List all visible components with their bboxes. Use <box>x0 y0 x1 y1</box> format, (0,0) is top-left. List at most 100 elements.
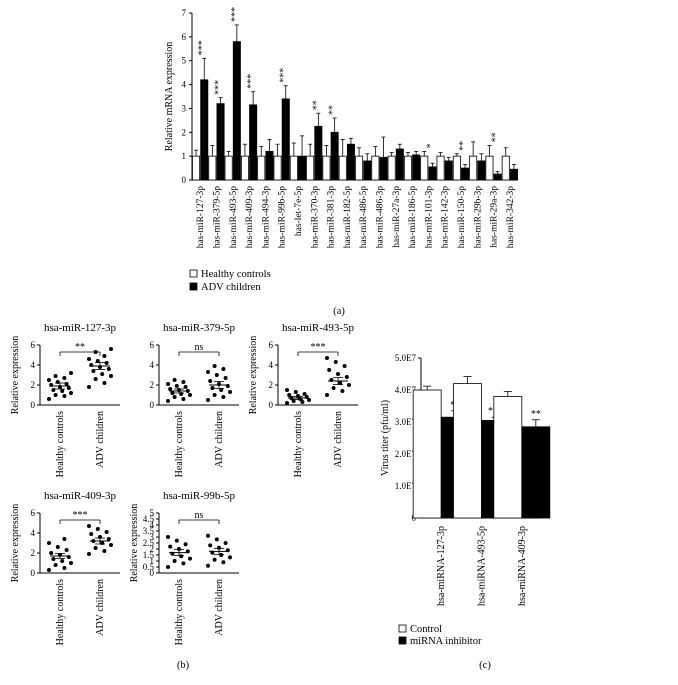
a-category-label: has-miR-342-3p <box>506 186 516 249</box>
c-bar-control <box>493 395 523 519</box>
b-data-point <box>177 547 181 551</box>
b-data-point <box>179 554 184 559</box>
c-legend-swatch-inhibitor <box>398 636 407 645</box>
b-data-point <box>181 397 186 401</box>
b-data-point <box>109 374 113 378</box>
b-group-label: ADV children <box>95 579 106 636</box>
a-bar-healthy <box>436 155 445 181</box>
b-y-tick-label: 2 <box>269 380 274 390</box>
b-group-label: Healthy controls <box>293 411 304 477</box>
b-y-tick-label: 0 <box>31 400 36 410</box>
a-significance-label: *** <box>246 74 257 89</box>
a-bar-adv <box>444 160 453 181</box>
b-data-point <box>95 359 100 363</box>
b-data-point <box>91 369 96 373</box>
c-y-axis-label: Virus titer (pfu/ml) <box>380 400 391 476</box>
b-data-point <box>87 552 91 556</box>
b-data-point <box>208 379 213 383</box>
c-bar-control <box>412 389 442 519</box>
a-significance-label: *** <box>197 40 208 55</box>
b-data-point <box>327 368 332 372</box>
a-bar-adv <box>249 104 258 181</box>
b-data-point <box>100 372 105 376</box>
c-significance-label: ** <box>531 409 541 420</box>
b-data-point <box>214 537 219 542</box>
c-y-tick-label: 3.0E7 <box>395 417 417 427</box>
b-data-point <box>223 541 228 545</box>
a-y-tick-label: 1 <box>182 151 187 161</box>
a-y-tick-label: 4 <box>182 80 187 90</box>
b-data-point <box>208 543 213 548</box>
a-y-tick-label: 2 <box>182 127 187 137</box>
b-data-point <box>53 374 58 378</box>
b-data-point <box>221 395 226 399</box>
b-data-point <box>100 541 105 545</box>
b-data-point <box>228 555 232 560</box>
a-bar-healthy <box>485 155 494 181</box>
a-legend-label: ADV children <box>201 282 261 293</box>
a-y-axis-label: Relative mRNA expression <box>164 42 175 151</box>
b-data-point <box>51 388 56 392</box>
b-plot-title: hsa-miR-409-3p <box>44 490 117 502</box>
b-y-tick-label: 4 <box>150 360 155 370</box>
b-data-point <box>212 393 217 397</box>
b-data-point <box>53 563 58 567</box>
b-data-point <box>302 392 307 396</box>
b-data-point <box>212 557 217 562</box>
a-category-label: has-miR-186-5p <box>408 186 418 249</box>
b-group-label: Healthy controls <box>55 579 66 645</box>
b-data-point <box>307 398 311 402</box>
a-category-label: has-let-7e-5p <box>294 186 304 236</box>
b-y-tick-label: 4.5 <box>143 514 155 524</box>
a-bar-healthy <box>420 155 429 181</box>
a-bar-adv <box>298 155 307 181</box>
b-data-point <box>62 394 67 398</box>
b-data-point <box>188 393 192 397</box>
a-bar-healthy <box>289 155 298 181</box>
b-data-point <box>172 395 177 399</box>
b-data-point <box>166 535 170 539</box>
a-bar-healthy <box>338 155 347 181</box>
a-legend-swatch-adv <box>189 282 198 291</box>
b-data-point <box>47 378 51 382</box>
b-y-tick-label: 4 <box>31 528 36 538</box>
b-group-label: Healthy controls <box>174 579 185 645</box>
b-y-tick-label: 3 <box>150 532 155 542</box>
c-y-tick-label: 2.0E7 <box>395 449 417 459</box>
a-bar-adv <box>281 98 290 181</box>
a-y-tick-label: 3 <box>182 103 187 113</box>
b-data-point <box>181 561 186 566</box>
a-bar-healthy <box>257 155 266 181</box>
c-category-label: hsa-miRNA-409-3p <box>517 526 528 606</box>
b-data-point <box>214 373 219 377</box>
b-plot-title: hsa-miR-127-3p <box>44 322 117 334</box>
c-category-label: hsa-miRNA-493-5p <box>477 526 488 606</box>
b-data-point <box>87 357 91 361</box>
a-category-label: has-miR-182-5p <box>343 186 353 249</box>
b-data-point <box>331 386 336 390</box>
b-y-tick-label: 0 <box>269 400 274 410</box>
b-significance-label: *** <box>73 510 88 521</box>
a-bar-adv <box>216 103 225 181</box>
c-y-tick-label: 5.0E7 <box>395 353 417 363</box>
a-bar-adv <box>412 154 421 181</box>
a-bar-healthy <box>403 155 412 181</box>
b-significance-label: ns <box>195 342 204 353</box>
c-legend-swatch-control <box>398 624 407 633</box>
a-y-tick-label: 5 <box>182 56 187 66</box>
b-data-point <box>64 548 69 552</box>
b-data-point <box>87 524 91 528</box>
a-bar-healthy <box>452 155 461 181</box>
b-data-point <box>183 542 188 547</box>
b-data-point <box>291 399 296 403</box>
a-category-label: has-miR-486-3p <box>375 186 385 249</box>
b-data-point <box>333 360 338 364</box>
a-legend-swatch-healthy <box>189 269 198 278</box>
b-data-point <box>47 541 51 545</box>
b-data-point <box>338 381 343 385</box>
a-bar-healthy <box>273 155 282 181</box>
b-data-point <box>221 367 226 371</box>
b-data-point <box>55 545 60 549</box>
a-category-label: has-miR-29a-3p <box>490 186 500 248</box>
a-y-tick-label: 7 <box>182 8 187 18</box>
